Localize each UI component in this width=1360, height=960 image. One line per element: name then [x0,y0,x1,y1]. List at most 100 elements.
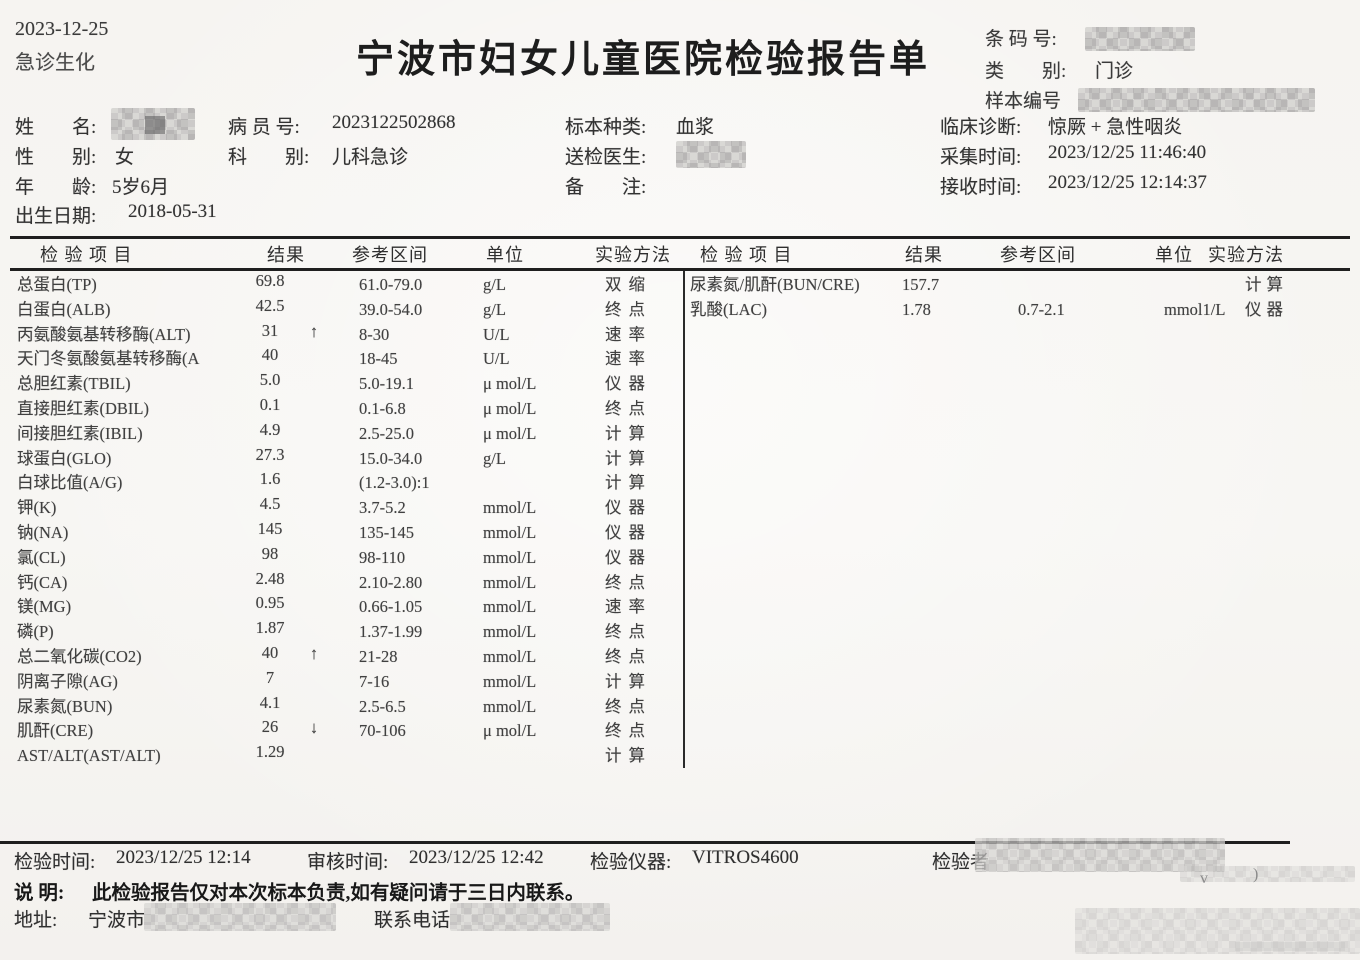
test-method: 计算 [605,746,652,766]
lab-row: 阴离子隙(AG) 7 7-16 mmol/L 计算 [10,668,672,695]
test-method: 终点 [605,572,652,592]
test-result: 40 [261,345,279,365]
test-result: 5.0 [259,370,281,390]
results-table-left: 总蛋白(TP) 69.8 61.0-79.0 g/L 双缩 白蛋白(ALB) 4… [10,271,672,769]
reference-range: 0.66-1.05 [359,597,423,617]
reference-range: 135-145 [359,522,414,542]
diagnosis-value: 惊厥 + 急性咽炎 [1048,117,1183,138]
test-method: 仪器 [605,522,652,542]
test-method: 终点 [605,721,652,741]
test-method: 仪器 [605,547,652,567]
test-name: 镁(MG) [17,597,72,617]
barcode-label: 条 码 号: [985,29,1057,50]
test-unit: g/L [483,299,506,319]
collect-time-label: 采集时间: [940,147,1022,168]
test-method: 终点 [605,398,652,418]
test-method: 仪器 [1245,299,1288,319]
test-result: 1.87 [255,618,285,638]
test-name: 钠(NA) [17,522,69,542]
table-header-rule [10,268,1350,271]
reference-range: 15.0-34.0 [359,448,423,468]
footer-rule [0,841,1290,844]
category-value: 门诊 [1095,61,1134,82]
col-header-unit-left: 单位 [486,245,524,265]
sample-no-label: 样本编号 [985,91,1062,112]
test-unit: μ mol/L [483,398,537,418]
test-unit: μ mol/L [483,721,537,741]
lab-row: 白球比值(A/G) 1.6 (1.2-3.0):1 计算 [10,469,672,496]
test-method: 速率 [605,597,652,617]
test-result: 4.1 [259,692,281,712]
test-method: 终点 [605,299,652,319]
test-method: 仪器 [605,498,652,518]
instrument-label: 检验仪器: [590,852,672,873]
test-name: 肌酐(CRE) [17,721,94,741]
test-name: 磷(P) [17,622,54,642]
test-result: 4.5 [259,494,281,514]
reference-range: 2.10-2.80 [359,572,423,592]
lab-row: 肌酐(CRE) 26 ↓ 70-106 μ mol/L 终点 [10,717,672,744]
lab-row: 白蛋白(ALB) 42.5 39.0-54.0 g/L 终点 [10,296,672,323]
lab-row: 钙(CA) 2.48 2.10-2.80 mmol/L 终点 [10,569,672,596]
address-redacted [144,903,336,931]
result-flag: ↑ [309,321,319,341]
results-table-right: 尿素氮/肌酐(BUN/CRE) 157.7 计算 乳酸(LAC) 1.78 0.… [688,273,1290,323]
patient-id-value: 2023122502868 [332,112,456,133]
test-name: 钙(CA) [17,572,68,592]
test-unit: g/L [483,448,506,468]
test-result: 31 [261,320,279,340]
test-name: 直接胆红素(DBIL) [17,398,149,418]
audit-time-label: 审核时间: [307,852,389,873]
reference-range: 2.5-25.0 [359,423,414,443]
test-name: 白蛋白(ALB) [17,299,111,319]
lab-row: 丙氨酸氨基转移酶(ALT) 31 ↑ 8-30 U/L 速率 [10,321,672,348]
lab-row: 尿素氮/肌酐(BUN/CRE) 157.7 计算 [688,273,1290,298]
lab-row: 直接胆红素(DBIL) 0.1 0.1-6.8 μ mol/L 终点 [10,395,672,422]
lab-row: 天门冬氨酸氨基转移酶(A 40 18-45 U/L 速率 [10,345,672,372]
test-time-label: 检验时间: [14,852,96,873]
table-top-rule [10,236,1350,239]
col-header-item-right: 检 验 项 目 [700,245,793,265]
reference-range: 2.5-6.5 [359,696,406,716]
test-name: 氯(CL) [17,547,66,567]
test-method: 计算 [605,423,652,443]
lab-row: 球蛋白(GLO) 27.3 15.0-34.0 g/L 计算 [10,445,672,472]
dept-label: 科 别: [228,147,310,168]
reference-range: 7-16 [359,671,390,691]
test-name: 天门冬氨酸氨基转移酶(A [17,349,200,369]
report-panel-type: 急诊生化 [15,52,95,74]
test-name: AST/ALT(AST/ALT) [17,746,161,766]
lab-row: 钠(NA) 145 135-145 mmol/L 仪器 [10,519,672,546]
test-name: 丙氨酸氨基转移酶(ALT) [17,324,191,344]
test-method: 计算 [1245,275,1288,294]
col-header-range-left: 参考区间 [352,245,428,265]
signature-remnant-2: ) [1253,866,1259,883]
test-result: 1.29 [255,742,285,762]
tester-redacted-2 [1180,866,1355,882]
barcode-redacted [1085,27,1195,51]
lab-row: 总胆红素(TBIL) 5.0 5.0-19.1 μ mol/L 仪器 [10,370,672,397]
doctor-label: 送检医生: [565,147,647,168]
test-unit: mmol/L [483,572,537,592]
test-method: 计算 [605,671,652,691]
test-name: 总胆红素(TBIL) [17,374,131,394]
lab-row: 间接胆红素(IBIL) 4.9 2.5-25.0 μ mol/L 计算 [10,420,672,447]
note-text: 此检验报告仅对本次标本负责,如有疑问请于三日内联系。 [92,883,585,904]
result-flag: ↑ [309,643,319,663]
specimen-value: 血浆 [676,117,715,138]
test-unit: mmol/L [483,522,537,542]
reference-range: 1.37-1.99 [359,622,423,642]
dob-value: 2018-05-31 [128,201,217,222]
lab-row: 乳酸(LAC) 1.78 0.7-2.1 mmol1/L 仪器 [688,298,1290,323]
age-label: 年 龄: [15,177,97,198]
test-result: 42.5 [255,295,285,315]
col-header-unit-right: 单位 [1155,245,1193,265]
lab-row: 钾(K) 4.5 3.7-5.2 mmol/L 仪器 [10,494,672,521]
table-divider [683,271,685,768]
test-name: 总蛋白(TP) [17,275,97,294]
test-unit: mmol/L [483,547,537,567]
sex-value: 女 [115,147,135,168]
diagnosis-label: 临床诊断: [940,117,1022,138]
lab-row: 总蛋白(TP) 69.8 61.0-79.0 g/L 双缩 [10,271,672,298]
instrument-value: VITROS4600 [692,847,799,868]
